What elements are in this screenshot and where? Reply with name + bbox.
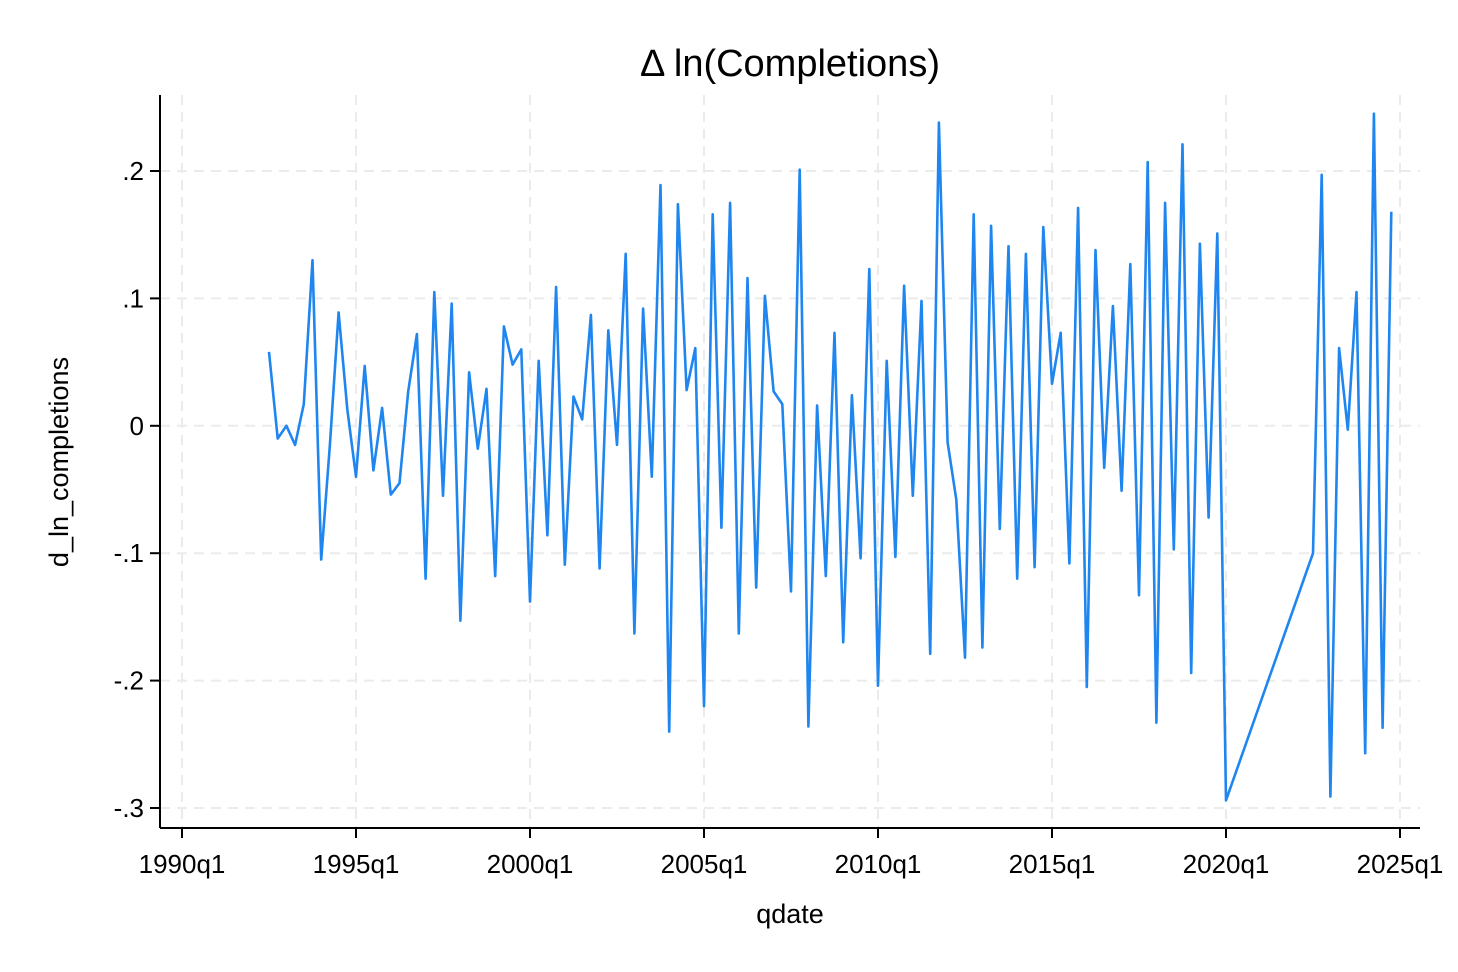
grid-layer xyxy=(160,95,1420,828)
x-tick-label: 2015q1 xyxy=(1009,849,1096,879)
y-tick-label: .2 xyxy=(122,156,144,186)
x-tick-label: 2010q1 xyxy=(835,849,922,879)
x-tick-label: 2005q1 xyxy=(661,849,748,879)
series-line xyxy=(267,112,1393,802)
y-tick-label: .1 xyxy=(122,283,144,313)
axis-layer: -.3 -.2 -.1 0 .1 .2 1990q1 1995q1 2000q1 2005q1 20… xyxy=(114,95,1444,879)
y-tick-label: -.1 xyxy=(114,538,144,568)
y-tick-label: -.3 xyxy=(114,793,144,823)
y-axis-label: d_ln_completions xyxy=(44,357,74,567)
y-tick-label: -.2 xyxy=(114,666,144,696)
chart-title: Δ ln(Completions) xyxy=(640,43,940,85)
x-tick-label: 2020q1 xyxy=(1183,849,1270,879)
series-layer xyxy=(267,112,1393,802)
y-tick-label: 0 xyxy=(130,411,144,441)
x-tick-label: 1990q1 xyxy=(139,849,226,879)
x-tick-label: 1995q1 xyxy=(313,849,400,879)
x-tick-label: 2000q1 xyxy=(487,849,574,879)
x-tick-label: 2025q1 xyxy=(1357,849,1444,879)
x-axis-label: qdate xyxy=(756,899,824,929)
